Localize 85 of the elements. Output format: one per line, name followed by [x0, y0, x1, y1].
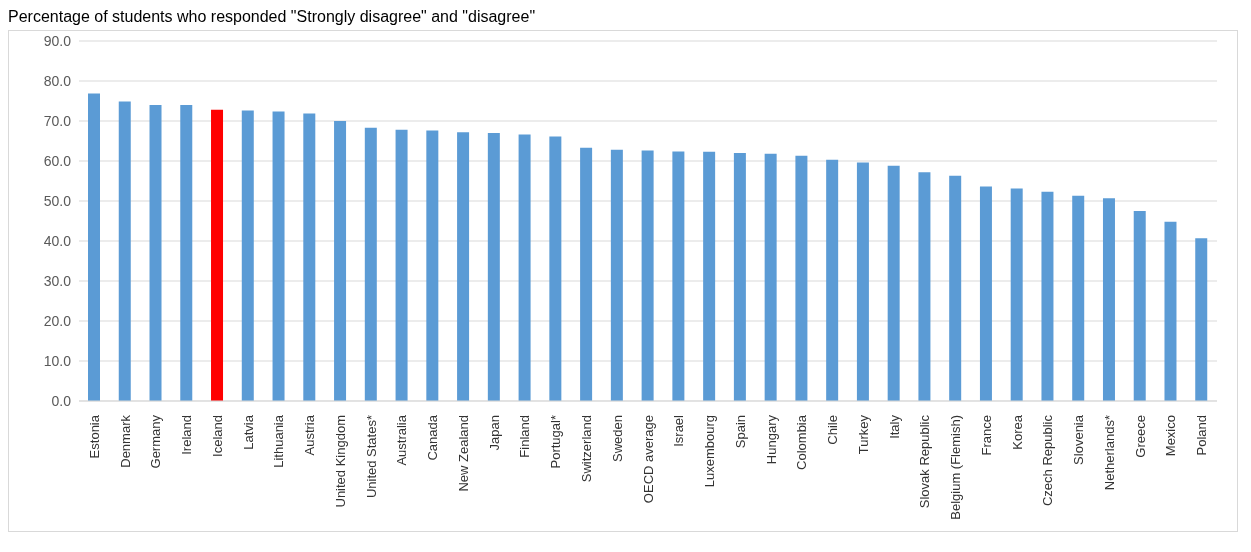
- x-tick-label: Iceland: [209, 415, 225, 457]
- y-tick-label: 60.0: [43, 152, 72, 169]
- x-tick-label: Portugal*: [548, 415, 564, 469]
- bar: [180, 105, 193, 401]
- x-tick-label: Mexico: [1163, 415, 1179, 457]
- bar: [334, 121, 347, 401]
- x-tick-label: France: [978, 415, 994, 456]
- bar: [549, 136, 562, 401]
- x-tick-label: Denmark: [117, 414, 133, 468]
- x-tick-label: Sweden: [609, 415, 625, 462]
- x-tick-label: Germany: [148, 414, 164, 469]
- x-tick-label: Japan: [486, 415, 502, 451]
- x-tick-label: Italy: [886, 414, 902, 439]
- x-tick-label: Colombia: [794, 414, 810, 470]
- x-tick-label: Israel: [671, 414, 687, 447]
- x-tick-label: Slovenia: [1071, 414, 1087, 465]
- bar: [1164, 221, 1177, 401]
- x-tick-label: Greece: [1132, 415, 1148, 458]
- x-tick-label: New Zealand: [455, 415, 471, 492]
- chart-title: Percentage of students who responded "Strongly disagree" and "disagree": [8, 8, 537, 26]
- bar: [580, 147, 593, 401]
- x-tick-label: Netherlands*: [1101, 415, 1117, 491]
- bar: [1072, 195, 1085, 401]
- bar: [795, 155, 808, 401]
- x-tick-label: Australia: [394, 414, 410, 466]
- x-tick-label: Switzerland: [578, 415, 594, 483]
- y-tick-label: 80.0: [43, 72, 72, 89]
- bar: [610, 149, 623, 401]
- bar: [733, 153, 746, 401]
- y-tick-label: 70.0: [43, 112, 72, 129]
- x-tick-label: Hungary: [763, 414, 779, 465]
- bar: [1010, 188, 1023, 401]
- y-tick-label: 90.0: [43, 32, 72, 49]
- x-tick-label: Canada: [425, 414, 441, 461]
- y-tick-label: 10.0: [43, 352, 72, 369]
- x-tick-label: Spain: [732, 415, 748, 449]
- x-tick-label: Korea: [1009, 414, 1025, 450]
- bar: [487, 133, 500, 401]
- bar: [1133, 211, 1146, 401]
- x-tick-label: Poland: [1194, 415, 1210, 456]
- x-tick-label: Chile: [825, 415, 841, 445]
- x-tick-label: Belgium (Flemish): [948, 415, 964, 520]
- bar: [364, 127, 377, 401]
- bar: [918, 172, 931, 401]
- bar: [826, 159, 839, 401]
- x-tick-label: Turkey: [855, 414, 871, 455]
- y-tick-label: 40.0: [43, 232, 72, 249]
- y-tick-label: 50.0: [43, 192, 72, 209]
- bar: [641, 150, 654, 401]
- bar: [979, 186, 992, 401]
- bar: [241, 110, 254, 401]
- bar: [672, 151, 685, 401]
- bar: [118, 101, 131, 401]
- x-tick-label: United Kingdom: [332, 415, 348, 508]
- bar: [703, 151, 716, 401]
- x-tick-label: Lithuania: [271, 414, 287, 468]
- bar: [149, 105, 162, 401]
- bar: [887, 165, 900, 401]
- bar: [1041, 191, 1054, 401]
- x-tick-label: Austria: [302, 414, 318, 456]
- bar: [1195, 238, 1208, 401]
- bar: [764, 153, 777, 401]
- bar: [303, 113, 316, 401]
- bar: [88, 93, 100, 401]
- bar: [211, 109, 224, 401]
- bar: [272, 111, 285, 401]
- bar: [426, 130, 439, 401]
- x-tick-label: United States*: [363, 415, 379, 499]
- x-tick-label: Luxembourg: [702, 415, 718, 488]
- y-tick-label: 0.0: [51, 392, 72, 409]
- bar: [1102, 198, 1115, 401]
- x-tick-label: Slovak Republic: [917, 414, 933, 509]
- bar: [457, 132, 470, 401]
- bar: [949, 175, 962, 401]
- x-tick-label: Latvia: [240, 414, 256, 450]
- x-tick-label: Finland: [517, 415, 533, 458]
- y-tick-label: 30.0: [43, 272, 72, 289]
- y-tick-label: 20.0: [43, 312, 72, 329]
- x-tick-label: Estonia: [86, 414, 102, 459]
- x-tick-label: Ireland: [179, 415, 195, 455]
- bar: [395, 129, 408, 401]
- bar: [518, 134, 531, 401]
- x-tick-label: Czech Republic: [1040, 414, 1056, 507]
- x-tick-label: OECD average: [640, 415, 656, 504]
- bar: [856, 162, 869, 401]
